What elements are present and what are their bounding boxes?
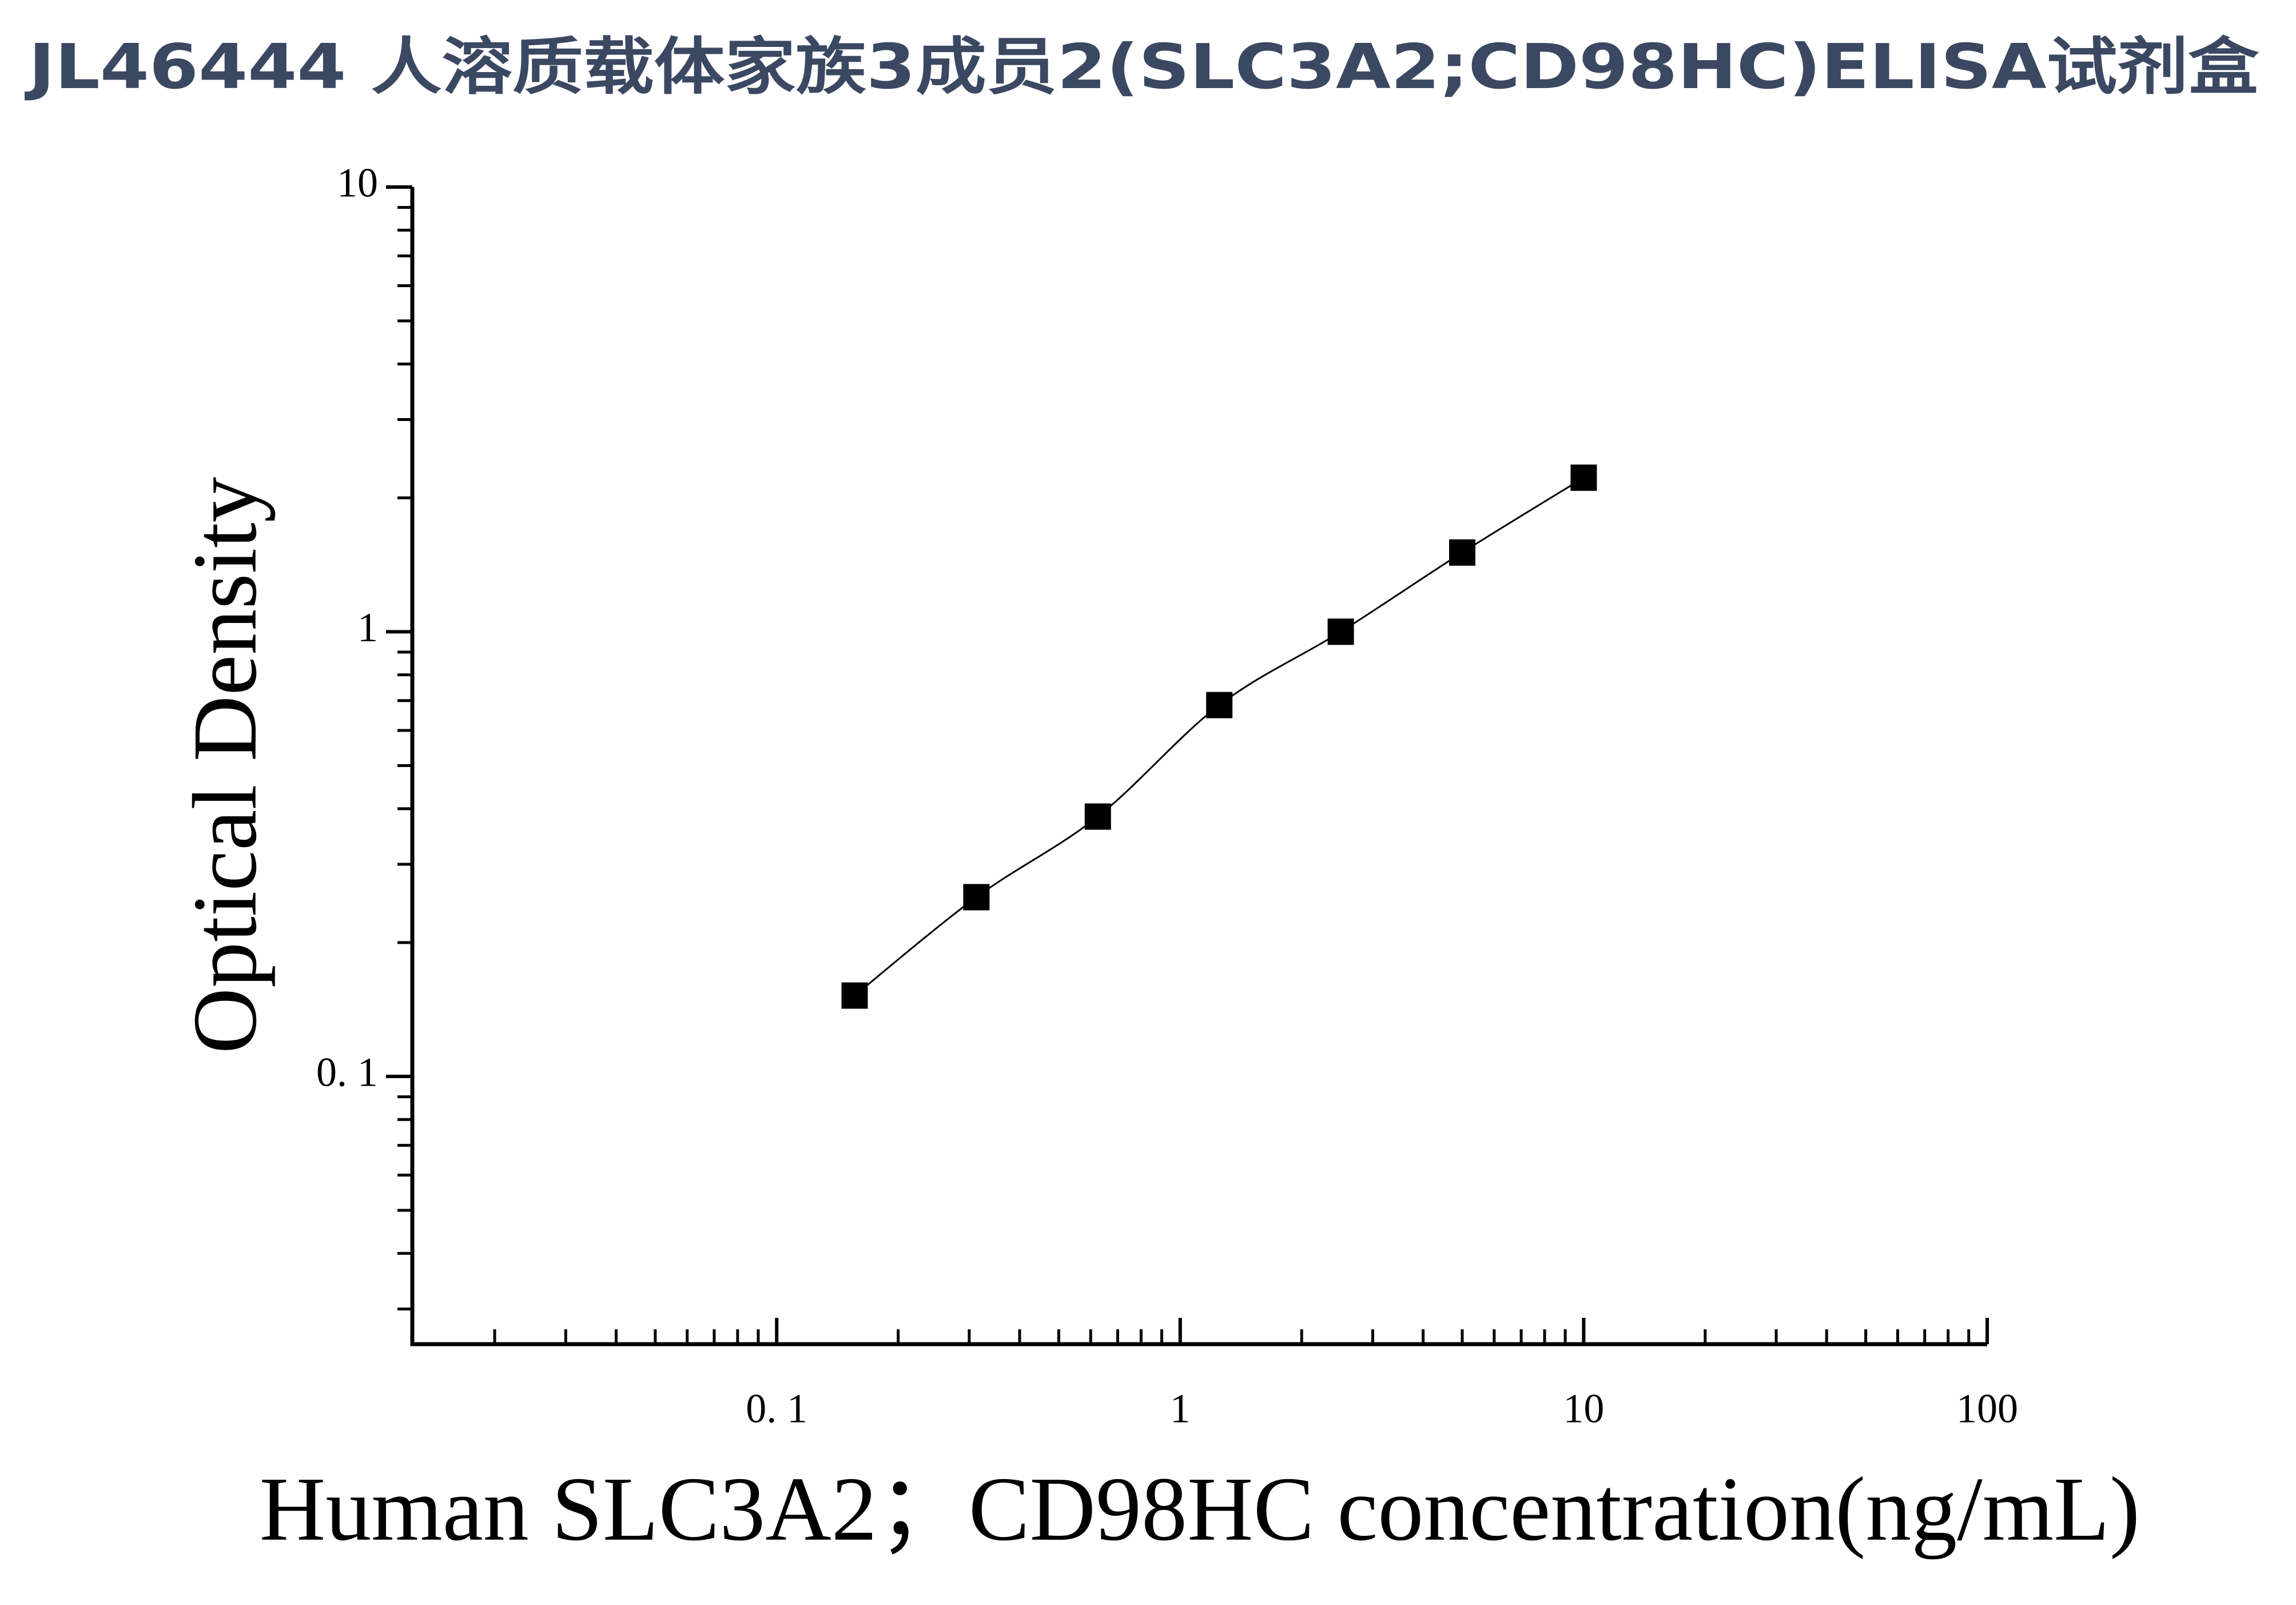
data-point bbox=[1327, 618, 1354, 645]
data-point bbox=[1449, 539, 1475, 566]
x-tick-label: 10 bbox=[1563, 1386, 1604, 1432]
x-tick-label: 0. 1 bbox=[746, 1386, 807, 1432]
data-point bbox=[1084, 803, 1111, 830]
x-axis-label: Human SLC3A2；CD98HC concentration(ng/mL) bbox=[260, 1458, 2140, 1560]
x-tick-label: 1 bbox=[1170, 1386, 1191, 1432]
data-point bbox=[963, 884, 990, 911]
y-tick-label: 0. 1 bbox=[316, 1049, 378, 1095]
y-axis-label: Optical Density bbox=[174, 477, 276, 1054]
data-point bbox=[1570, 464, 1597, 491]
data-point bbox=[841, 982, 868, 1009]
y-tick-label: 1 bbox=[357, 605, 378, 650]
y-tick-label: 10 bbox=[337, 160, 378, 206]
x-tick-label: 100 bbox=[1956, 1386, 2018, 1432]
data-point bbox=[1206, 692, 1233, 718]
chart-title: JL46444 人溶质载体家族3成员2(SLC3A2;CD98HC)ELISA试… bbox=[24, 31, 2259, 103]
